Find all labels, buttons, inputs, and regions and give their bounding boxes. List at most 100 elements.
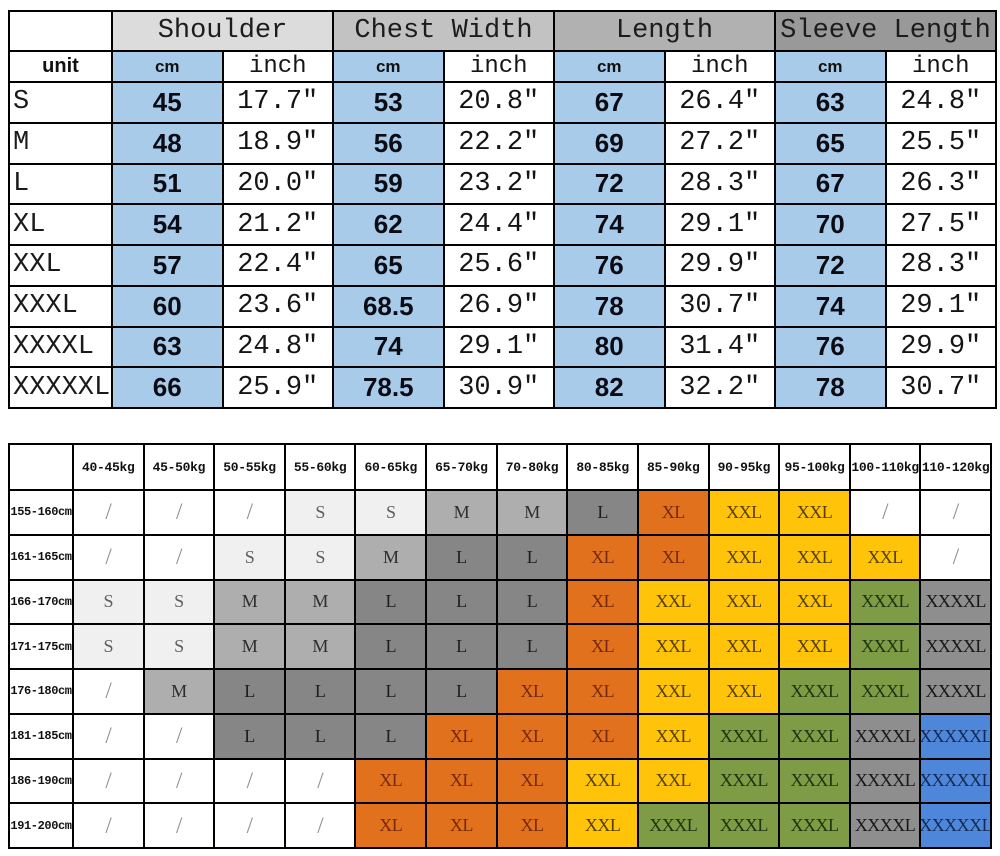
height-label-cell: 186-190cm bbox=[10, 759, 72, 803]
size-fit-cell: XL bbox=[497, 714, 567, 758]
cm-value-cell: 68.5 bbox=[334, 286, 443, 326]
size-fit-cell: XL bbox=[568, 580, 637, 624]
size-fit-cell: XXXXL bbox=[921, 625, 990, 668]
size-fit-cell: M bbox=[497, 491, 567, 534]
size-fit-cell: XXL bbox=[709, 491, 779, 534]
size-fit-cell: M bbox=[215, 625, 284, 668]
weight-header-cell: 95-100kg bbox=[780, 445, 849, 489]
inch-value-cell: 30.7" bbox=[665, 286, 774, 326]
size-fit-cell: XXL bbox=[638, 580, 708, 624]
inch-value-cell: 25.9" bbox=[223, 368, 332, 407]
inch-value-cell: 25.5" bbox=[886, 123, 995, 163]
inch-value-cell: 26.9" bbox=[444, 286, 553, 326]
size-fit-cell: / bbox=[74, 535, 143, 579]
cm-value-cell: 72 bbox=[776, 246, 885, 285]
size-fit-cell: M bbox=[144, 670, 214, 713]
size-fit-cell: XXXL bbox=[709, 759, 779, 803]
size-fit-cell: XL bbox=[568, 625, 637, 668]
size-fit-cell: XL bbox=[427, 804, 496, 847]
cm-value-cell: 70 bbox=[776, 205, 885, 244]
inch-value-cell: 21.2" bbox=[223, 205, 332, 244]
size-fit-cell: XXXXL bbox=[850, 759, 920, 803]
cm-value-cell: 66 bbox=[113, 368, 222, 407]
inch-value-cell: 29.1" bbox=[886, 286, 995, 326]
size-fit-cell: M bbox=[285, 580, 355, 624]
size-fit-cell: L bbox=[285, 714, 355, 758]
weight-header-cell: 40-45kg bbox=[74, 445, 143, 489]
size-fit-cell: L bbox=[356, 580, 426, 624]
weight-header-cell: 70-80kg bbox=[497, 445, 567, 489]
size-fit-cell: S bbox=[74, 625, 143, 668]
size-fit-cell: XXL bbox=[780, 491, 849, 534]
inch-value-cell: 22.2" bbox=[444, 123, 553, 163]
cm-value-cell: 62 bbox=[334, 205, 443, 244]
size-fit-cell: XXL bbox=[638, 670, 708, 713]
cm-value-cell: 54 bbox=[113, 205, 222, 244]
cm-header-cell: cm bbox=[334, 52, 443, 81]
size-fit-cell: S bbox=[285, 535, 355, 579]
inch-value-cell: 30.7" bbox=[886, 368, 995, 407]
height-label-cell: 176-180cm bbox=[10, 670, 72, 713]
size-fit-cell: / bbox=[144, 535, 214, 579]
inch-value-cell: 23.6" bbox=[223, 286, 332, 326]
size-fit-cell: L bbox=[497, 625, 567, 668]
size-fit-cell: L bbox=[285, 670, 355, 713]
size-fit-cell: L bbox=[497, 580, 567, 624]
size-label-cell: L bbox=[10, 164, 111, 204]
size-label-cell: XXL bbox=[10, 246, 111, 285]
size-fit-cell: XXXXXL bbox=[921, 804, 990, 847]
size-fit-cell: XL bbox=[356, 759, 426, 803]
inch-header-cell: inch bbox=[665, 52, 774, 81]
size-label-cell: XXXL bbox=[10, 286, 111, 326]
unit-label-cell: unit bbox=[10, 52, 111, 81]
cm-value-cell: 60 bbox=[113, 286, 222, 326]
size-fit-cell: XXXXL bbox=[850, 804, 920, 847]
inch-value-cell: 28.3" bbox=[665, 164, 774, 204]
size-fit-cell: XL bbox=[638, 535, 708, 579]
weight-header-cell: 85-90kg bbox=[638, 445, 708, 489]
weight-header-cell: 110-120kg bbox=[921, 445, 990, 489]
size-fit-cell: XXXL bbox=[638, 804, 708, 847]
size-fit-cell: XL bbox=[497, 670, 567, 713]
cm-value-cell: 74 bbox=[776, 286, 885, 326]
inch-value-cell: 27.5" bbox=[886, 205, 995, 244]
size-fit-cell: XXXL bbox=[850, 580, 920, 624]
size-fit-cell: L bbox=[356, 625, 426, 668]
cm-value-cell: 45 bbox=[113, 83, 222, 122]
size-fit-cell: / bbox=[285, 804, 355, 847]
size-fit-cell: XXL bbox=[780, 580, 849, 624]
cm-value-cell: 78.5 bbox=[334, 368, 443, 407]
size-fit-cell: / bbox=[215, 804, 284, 847]
height-label-cell: 171-175cm bbox=[10, 625, 72, 668]
size-fit-cell: L bbox=[427, 625, 496, 668]
size-fit-cell: XL bbox=[427, 759, 496, 803]
group-header-cell: Shoulder bbox=[113, 12, 332, 50]
height-label-cell: 166-170cm bbox=[10, 580, 72, 624]
size-fit-cell: L bbox=[427, 670, 496, 713]
size-fit-cell: XL bbox=[497, 759, 567, 803]
size-fit-cell: / bbox=[74, 714, 143, 758]
cm-value-cell: 78 bbox=[555, 286, 664, 326]
weight-header-cell: 60-65kg bbox=[356, 445, 426, 489]
cm-value-cell: 63 bbox=[113, 327, 222, 367]
inch-value-cell: 32.2" bbox=[665, 368, 774, 407]
size-label-cell: S bbox=[10, 83, 111, 122]
height-label-cell: 161-165cm bbox=[10, 535, 72, 579]
inch-header-cell: inch bbox=[444, 52, 553, 81]
size-fit-cell: L bbox=[497, 535, 567, 579]
size-fit-cell: XL bbox=[568, 670, 637, 713]
inch-value-cell: 29.1" bbox=[444, 327, 553, 367]
cm-value-cell: 56 bbox=[334, 123, 443, 163]
cm-value-cell: 63 bbox=[776, 83, 885, 122]
weight-header-cell: 90-95kg bbox=[709, 445, 779, 489]
size-fit-cell: / bbox=[921, 491, 990, 534]
size-fit-cell: S bbox=[144, 625, 214, 668]
size-fit-cell: M bbox=[285, 625, 355, 668]
size-fit-cell: XXL bbox=[568, 804, 637, 847]
cm-value-cell: 65 bbox=[334, 246, 443, 285]
size-fit-cell: / bbox=[144, 491, 214, 534]
cm-header-cell: cm bbox=[776, 52, 885, 81]
group-header-cell: Length bbox=[555, 12, 774, 50]
weight-header-cell: 55-60kg bbox=[285, 445, 355, 489]
cm-value-cell: 78 bbox=[776, 368, 885, 407]
